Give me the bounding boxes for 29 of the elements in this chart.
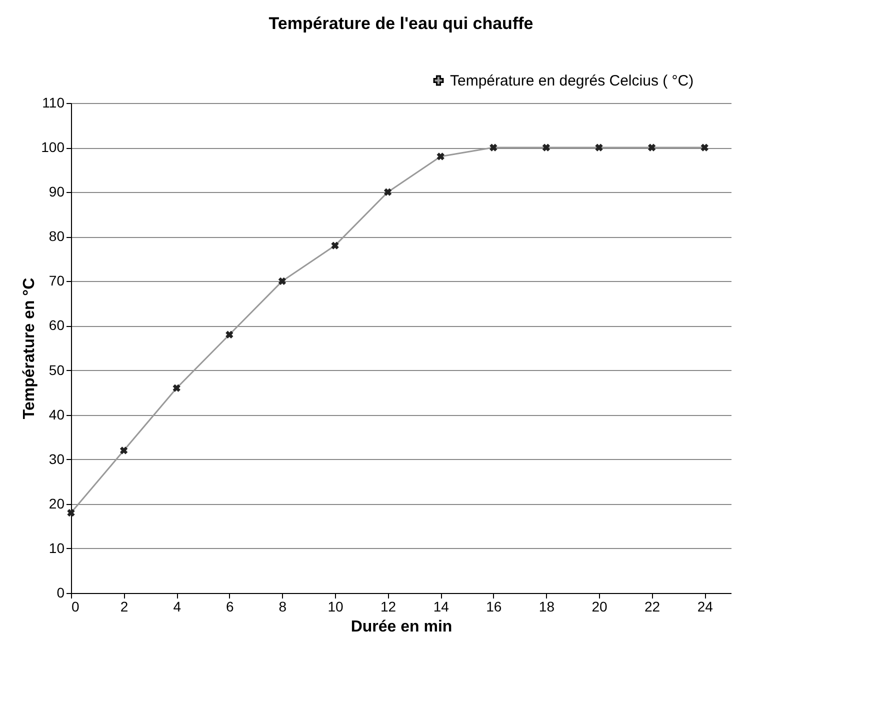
y-tick-label: 80: [48, 228, 65, 244]
x-tick-label: 0: [72, 598, 80, 614]
y-tick-label: 10: [48, 540, 65, 556]
legend-label: Température en degrés Celcius ( °C): [450, 72, 694, 90]
x-tick-label: 14: [433, 598, 450, 614]
x-tick-label: 22: [644, 598, 660, 614]
y-tick-label: 50: [48, 362, 65, 378]
chart-title: Température de l'eau qui chauffe: [268, 14, 534, 33]
x-tick-label: 20: [592, 598, 608, 614]
x-tick-label: 2: [120, 598, 128, 614]
y-tick-label: 90: [48, 184, 65, 200]
x-tick-label: 24: [697, 598, 714, 614]
x-axis-title: Durée en min: [350, 618, 452, 636]
y-tick-label: 30: [48, 450, 65, 467]
y-tick-label: 0: [56, 584, 65, 600]
y-tick-label: 20: [48, 495, 65, 512]
x-tick-label: 10: [328, 598, 344, 614]
x-tick-label: 6: [226, 598, 234, 614]
y-tick-label: 100: [41, 139, 65, 156]
x-tick-label: 16: [486, 598, 502, 614]
x-tick-label: 4: [173, 598, 182, 614]
y-tick-label: 40: [48, 406, 65, 422]
x-tick-label: 12: [380, 598, 396, 614]
y-tick-label: 60: [48, 317, 65, 334]
y-axis-title: Température en °C: [21, 277, 38, 420]
y-tick-label: 70: [48, 272, 65, 289]
x-tick-label: 8: [278, 598, 287, 614]
x-tick-label: 18: [538, 598, 555, 614]
y-tick-label: 110: [42, 94, 65, 110]
